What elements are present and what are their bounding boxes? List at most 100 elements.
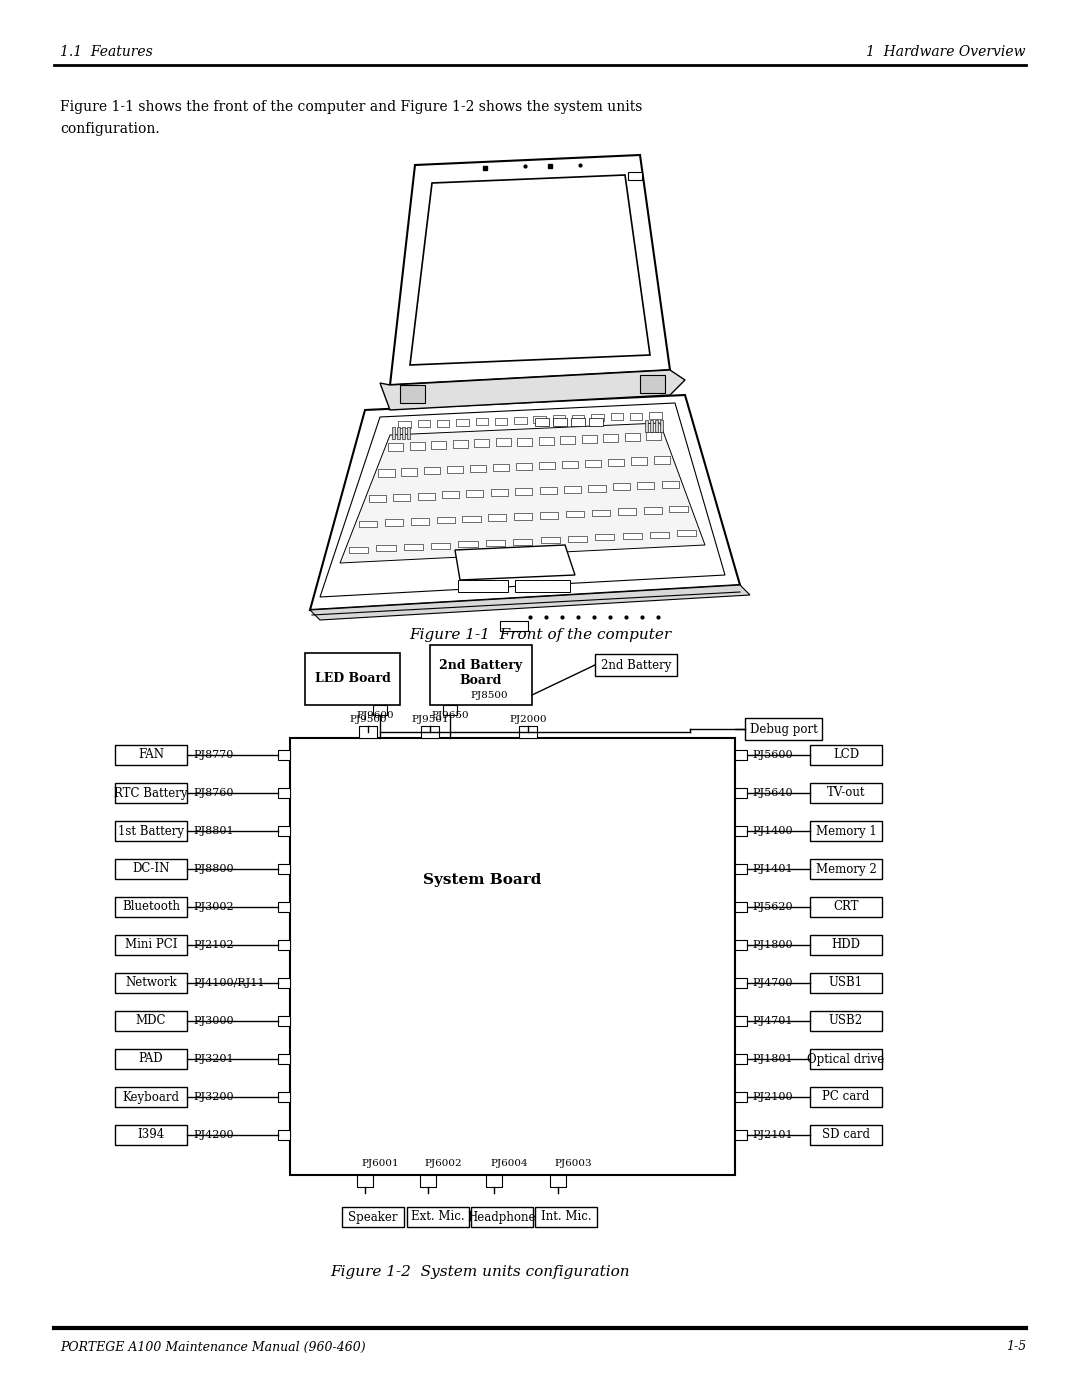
Text: Ext. Mic.: Ext. Mic. — [411, 1210, 464, 1224]
FancyBboxPatch shape — [534, 416, 545, 423]
FancyBboxPatch shape — [442, 492, 459, 499]
FancyBboxPatch shape — [645, 420, 648, 432]
FancyBboxPatch shape — [735, 902, 747, 912]
FancyBboxPatch shape — [608, 458, 624, 467]
FancyBboxPatch shape — [278, 788, 291, 798]
FancyBboxPatch shape — [278, 978, 291, 988]
FancyBboxPatch shape — [735, 1092, 747, 1102]
FancyBboxPatch shape — [612, 483, 630, 490]
FancyBboxPatch shape — [650, 532, 669, 538]
Text: 1  Hardware Overview: 1 Hardware Overview — [866, 45, 1026, 59]
Text: PJ5620: PJ5620 — [752, 902, 793, 912]
FancyBboxPatch shape — [392, 427, 395, 439]
FancyBboxPatch shape — [420, 1175, 436, 1187]
FancyBboxPatch shape — [377, 545, 395, 552]
FancyBboxPatch shape — [470, 465, 486, 472]
Polygon shape — [320, 402, 725, 597]
FancyBboxPatch shape — [624, 433, 639, 440]
Text: PAD: PAD — [138, 1052, 163, 1066]
FancyBboxPatch shape — [490, 489, 508, 496]
FancyBboxPatch shape — [384, 520, 403, 527]
FancyBboxPatch shape — [810, 859, 882, 879]
Text: USB1: USB1 — [829, 977, 863, 989]
FancyBboxPatch shape — [114, 897, 187, 916]
FancyBboxPatch shape — [400, 386, 426, 402]
Text: 2nd Battery: 2nd Battery — [440, 658, 523, 672]
Polygon shape — [390, 155, 670, 386]
FancyBboxPatch shape — [409, 443, 424, 450]
FancyBboxPatch shape — [644, 507, 662, 514]
FancyBboxPatch shape — [342, 1207, 404, 1227]
FancyBboxPatch shape — [540, 538, 559, 543]
Text: PJ4700: PJ4700 — [752, 978, 793, 988]
FancyBboxPatch shape — [291, 738, 735, 1175]
FancyBboxPatch shape — [735, 788, 747, 798]
Text: Optical drive: Optical drive — [808, 1052, 885, 1066]
FancyBboxPatch shape — [654, 457, 670, 464]
FancyBboxPatch shape — [735, 750, 747, 760]
FancyBboxPatch shape — [539, 436, 554, 444]
FancyBboxPatch shape — [443, 705, 457, 715]
Text: PJ3200: PJ3200 — [193, 1092, 233, 1102]
FancyBboxPatch shape — [407, 427, 410, 439]
FancyBboxPatch shape — [114, 1125, 187, 1146]
FancyBboxPatch shape — [114, 782, 187, 803]
Text: PJ2102: PJ2102 — [193, 940, 233, 950]
FancyBboxPatch shape — [514, 513, 532, 520]
FancyBboxPatch shape — [810, 1011, 882, 1031]
Text: PJ8500: PJ8500 — [470, 690, 508, 700]
FancyBboxPatch shape — [114, 1011, 187, 1031]
FancyBboxPatch shape — [585, 460, 602, 467]
FancyBboxPatch shape — [496, 439, 511, 447]
FancyBboxPatch shape — [368, 495, 386, 502]
FancyBboxPatch shape — [589, 418, 603, 426]
FancyBboxPatch shape — [810, 1125, 882, 1146]
FancyBboxPatch shape — [431, 441, 446, 450]
Text: Keyboard: Keyboard — [122, 1091, 179, 1104]
FancyBboxPatch shape — [646, 432, 661, 440]
FancyBboxPatch shape — [516, 462, 532, 471]
FancyBboxPatch shape — [550, 1175, 566, 1187]
FancyBboxPatch shape — [810, 821, 882, 841]
FancyBboxPatch shape — [278, 863, 291, 875]
Text: PJ2000: PJ2000 — [509, 715, 546, 725]
FancyBboxPatch shape — [640, 374, 665, 393]
FancyBboxPatch shape — [735, 978, 747, 988]
FancyBboxPatch shape — [562, 461, 578, 468]
FancyBboxPatch shape — [458, 580, 508, 592]
FancyBboxPatch shape — [649, 412, 662, 419]
FancyBboxPatch shape — [114, 1087, 187, 1106]
Text: PJ9650: PJ9650 — [431, 711, 469, 719]
FancyBboxPatch shape — [404, 543, 423, 550]
FancyBboxPatch shape — [622, 534, 642, 539]
Text: Board: Board — [460, 673, 502, 686]
Text: 2nd Battery: 2nd Battery — [600, 658, 671, 672]
FancyBboxPatch shape — [114, 821, 187, 841]
FancyBboxPatch shape — [539, 461, 555, 469]
FancyBboxPatch shape — [486, 1175, 502, 1187]
FancyBboxPatch shape — [447, 467, 463, 474]
Text: Speaker: Speaker — [348, 1210, 397, 1224]
FancyBboxPatch shape — [278, 902, 291, 912]
FancyBboxPatch shape — [349, 546, 368, 553]
FancyBboxPatch shape — [393, 493, 410, 500]
Text: PJ3201: PJ3201 — [193, 1053, 233, 1065]
Text: 1-5: 1-5 — [1005, 1341, 1026, 1354]
FancyBboxPatch shape — [114, 859, 187, 879]
FancyBboxPatch shape — [397, 427, 400, 439]
Text: PJ9500: PJ9500 — [349, 715, 387, 725]
Text: Int. Mic.: Int. Mic. — [541, 1210, 592, 1224]
FancyBboxPatch shape — [637, 482, 654, 489]
FancyBboxPatch shape — [677, 531, 697, 536]
Text: Headphone: Headphone — [468, 1210, 537, 1224]
FancyBboxPatch shape — [631, 457, 647, 465]
FancyBboxPatch shape — [515, 580, 570, 592]
FancyBboxPatch shape — [495, 418, 508, 425]
FancyBboxPatch shape — [278, 940, 291, 950]
FancyBboxPatch shape — [566, 511, 584, 517]
FancyBboxPatch shape — [610, 414, 623, 420]
FancyBboxPatch shape — [431, 542, 450, 549]
Text: PJ8800: PJ8800 — [193, 863, 233, 875]
FancyBboxPatch shape — [589, 485, 606, 492]
FancyBboxPatch shape — [670, 506, 688, 513]
